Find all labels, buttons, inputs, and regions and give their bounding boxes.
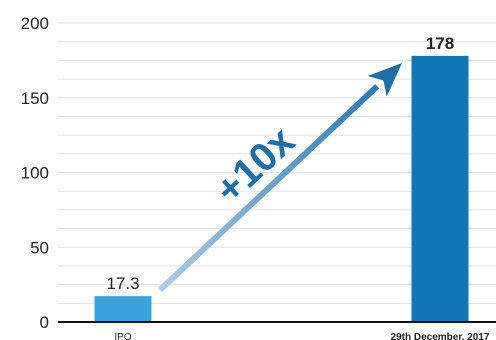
data-label: 17.3 bbox=[106, 274, 139, 293]
growth-arrow-head bbox=[367, 63, 402, 97]
x-category-label: IPO bbox=[114, 332, 131, 340]
y-tick-label: 200 bbox=[21, 14, 49, 33]
data-label: 178 bbox=[426, 34, 454, 53]
y-tick-label: 0 bbox=[40, 313, 49, 332]
data-labels: 17.3 178 bbox=[106, 34, 454, 293]
y-tick-label: 150 bbox=[21, 89, 49, 108]
bar bbox=[411, 55, 469, 322]
bars bbox=[94, 55, 469, 322]
y-tick-label: 100 bbox=[21, 164, 49, 183]
x-category-label: 29th December. 2017 bbox=[391, 332, 490, 340]
y-tick-label: 50 bbox=[30, 238, 49, 257]
bar bbox=[94, 296, 152, 322]
x-axis-categories: IPO 29th December. 2017 bbox=[114, 332, 490, 340]
y-axis-ticks: 0 50 100 150 200 bbox=[21, 14, 49, 332]
growth-annotation: +10x bbox=[157, 63, 402, 293]
growth-arrow bbox=[157, 84, 380, 293]
